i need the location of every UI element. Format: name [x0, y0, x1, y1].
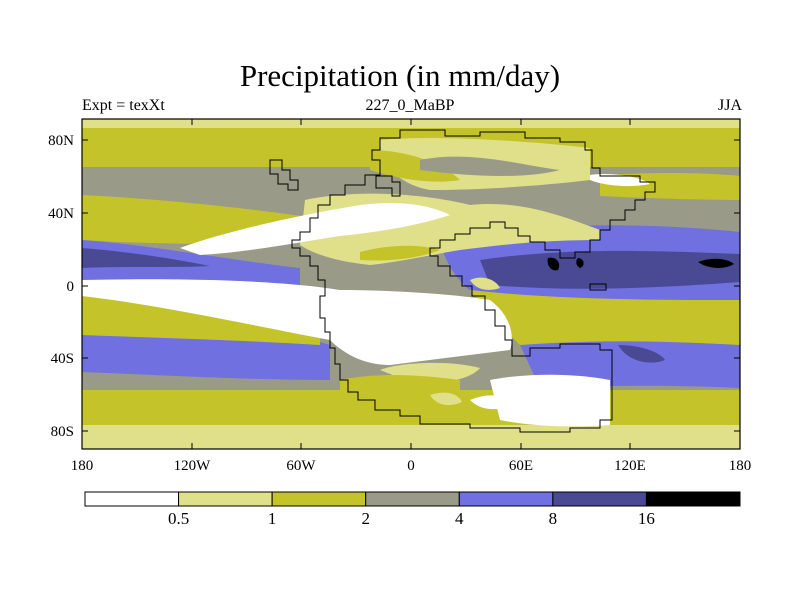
colorbar-swatch: [365, 491, 460, 507]
x-tick-label: 0: [407, 458, 415, 474]
colorbar-swatch: [552, 491, 647, 507]
y-tick-label: 0: [67, 279, 75, 295]
colorbar-labels: 0.5 1 2 4 8 16: [168, 509, 655, 528]
y-tick-label: 40S: [51, 351, 74, 367]
x-tick-label: 60W: [286, 458, 316, 474]
island-outline: [269, 159, 299, 191]
island-outline: [375, 175, 401, 197]
x-tick-label: 180: [71, 458, 94, 474]
y-tick-label: 80N: [48, 133, 74, 149]
time-slice-label: 227_0_MaBP: [365, 97, 455, 114]
colorbar-label: 8: [549, 509, 558, 528]
colorbar-label: 0.5: [168, 509, 189, 528]
y-tick-labels: 80N 40N 0 40S 80S: [48, 133, 74, 440]
x-tick-label: 120E: [614, 458, 646, 474]
colorbar-label: 1: [268, 509, 277, 528]
colorbar-label: 4: [455, 509, 464, 528]
y-tick-marks: [82, 139, 740, 432]
x-tick-label: 120W: [174, 458, 212, 474]
island-outline: [589, 283, 607, 291]
x-tick-labels: 180 120W 60W 0 60E 120E 180: [71, 458, 752, 474]
season-label: JJA: [717, 97, 742, 114]
y-tick-label: 40N: [48, 206, 74, 222]
map-field: [82, 119, 740, 449]
colorbar-swatch: [84, 491, 180, 507]
y-tick-label: 80S: [51, 424, 74, 440]
x-tick-marks: [81, 119, 741, 449]
colorbar-label: 2: [361, 509, 370, 528]
colorbar: [84, 491, 741, 507]
x-tick-label: 180: [729, 458, 752, 474]
colorbar-label: 16: [638, 509, 655, 528]
colorbar-swatch: [271, 491, 367, 507]
colorbar-swatch: [645, 491, 741, 507]
colorbar-swatch: [178, 491, 273, 507]
continent-outline: [291, 129, 656, 433]
colorbar-swatch: [458, 491, 554, 507]
x-tick-label: 60E: [509, 458, 533, 474]
experiment-label: Expt = texXt: [82, 97, 165, 114]
chart-title: Precipitation (in mm/day): [239, 58, 561, 93]
